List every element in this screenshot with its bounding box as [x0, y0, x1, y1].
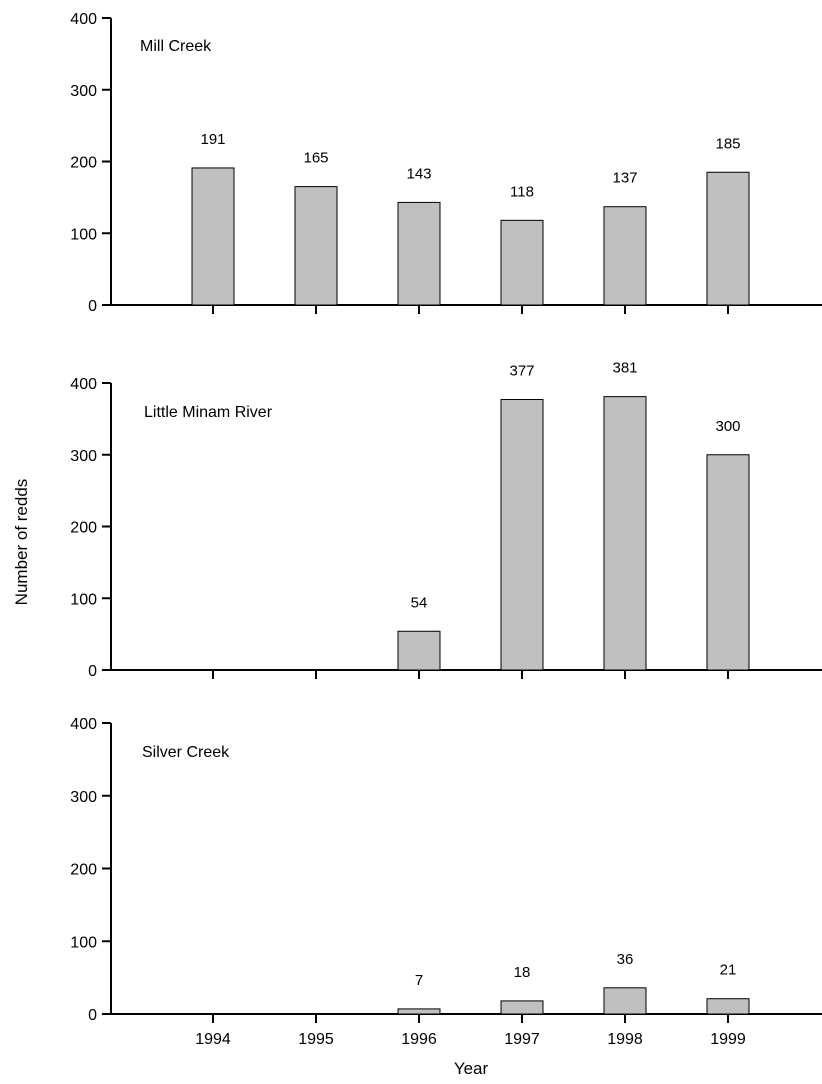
bar	[397, 201, 441, 306]
data-label: 7	[415, 972, 423, 989]
panel-1: 0 100 200 300 400 Mill Creek 191 165 143 118 137 18…	[70, 11, 822, 315]
y-tick-label: 300	[70, 83, 97, 100]
y-tick-label: 100	[70, 226, 97, 243]
chart-panels: 0 100 200 300 400 Mill Creek 191 165 143 118 137 18…	[70, 11, 822, 1048]
data-label: 118	[510, 183, 534, 200]
panel-3: 0 100 200 300 400 Silver Creek 7 18 36 21	[70, 716, 822, 1024]
y-tick-label: 0	[88, 298, 97, 315]
bar	[191, 167, 235, 306]
bar	[397, 1008, 441, 1015]
data-label: 165	[303, 150, 328, 167]
data-label: 143	[406, 165, 431, 182]
data-label: 137	[612, 170, 637, 187]
data-label: 54	[411, 594, 428, 611]
y-tick-label: 0	[88, 663, 97, 680]
panel-title: Mill Creek	[140, 38, 212, 55]
y-tick-label: 400	[70, 376, 97, 393]
bar	[500, 219, 544, 306]
bar	[706, 998, 750, 1015]
bar	[500, 1000, 544, 1015]
x-tick-label: 1996	[401, 1031, 437, 1048]
y-tick-label: 200	[70, 520, 97, 537]
y-axis-title: Number of redds	[12, 479, 31, 606]
data-label: 191	[200, 131, 225, 148]
y-tick-label: 200	[70, 155, 97, 172]
x-axis-title: Year	[454, 1059, 489, 1078]
data-label: 300	[715, 418, 740, 435]
bar	[500, 399, 544, 671]
bar	[706, 454, 750, 671]
bar	[603, 396, 647, 671]
y-tick-label: 400	[70, 716, 97, 733]
y-tick-label: 100	[70, 934, 97, 951]
y-tick-label: 300	[70, 448, 97, 465]
panel-title: Silver Creek	[142, 744, 230, 761]
y-tick-label: 100	[70, 591, 97, 608]
bar	[294, 186, 338, 306]
y-tick-label: 0	[88, 1007, 97, 1024]
x-tick-label: 1998	[607, 1031, 643, 1048]
bar	[706, 171, 750, 306]
y-tick-label: 400	[70, 11, 97, 28]
data-label: 381	[612, 360, 637, 377]
bar	[603, 206, 647, 306]
panel-2: 0 100 200 300 400 Little Minam River 54 377 381 3…	[70, 360, 822, 680]
x-tick-label: 1994	[195, 1031, 231, 1048]
data-label: 36	[617, 951, 634, 968]
x-tick-label: 1995	[298, 1031, 334, 1048]
bar	[397, 630, 441, 671]
data-label: 377	[509, 363, 534, 380]
data-label: 185	[715, 135, 740, 152]
y-tick-label: 200	[70, 862, 97, 879]
bar	[603, 987, 647, 1015]
y-tick-label: 300	[70, 789, 97, 806]
x-tick-label: 1999	[710, 1031, 746, 1048]
data-label: 18	[514, 964, 531, 981]
data-label: 21	[720, 962, 737, 979]
panel-title: Little Minam River	[144, 404, 273, 421]
x-tick-label: 1997	[504, 1031, 540, 1048]
